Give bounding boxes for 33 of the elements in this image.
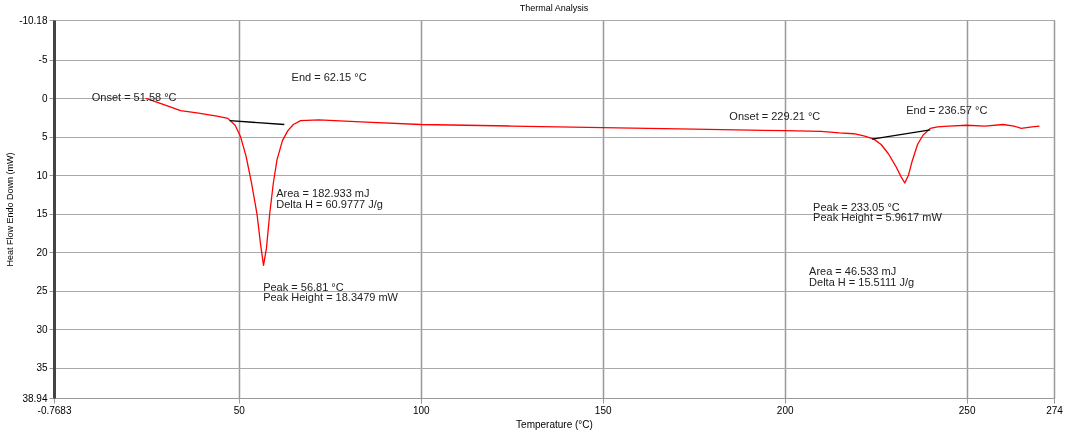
- annotation: Onset = 51.58 °C: [91, 91, 177, 104]
- y-tick-label: 15: [36, 208, 48, 220]
- annotation: Peak Height = 5.9617 mW: [813, 211, 943, 224]
- y-tick-label: 10: [36, 169, 48, 181]
- annotation: Peak = 56.81 °C: [263, 280, 344, 293]
- annotation: Delta H = 60.9777 J/g: [276, 197, 383, 210]
- y-tick-label: 38.94: [22, 392, 48, 404]
- y-tick-label: 25: [36, 285, 48, 297]
- annotation: Area = 182.933 mJ: [276, 186, 370, 199]
- x-axis-title: Temperature (°C): [516, 418, 593, 430]
- y-tick-label: 30: [36, 323, 48, 335]
- y-tick-label: -5: [38, 54, 48, 66]
- annotation: Peak Height = 18.3479 mW: [263, 291, 399, 304]
- x-tick-label: 200: [776, 404, 794, 416]
- y-tick-label: -10.18: [19, 14, 48, 26]
- x-tick-label: 100: [412, 404, 431, 416]
- x-tick-label: -0.7683: [37, 404, 72, 416]
- annotation: Peak = 233.05 °C: [813, 200, 900, 213]
- x-tick-label: 274: [1046, 404, 1064, 416]
- annotation: End = 62.15 °C: [291, 71, 367, 84]
- annotation: Area = 46.533 mJ: [809, 265, 897, 278]
- y-tick-label: 5: [41, 131, 48, 143]
- annotation: Delta H = 15.5111 J/g: [809, 276, 915, 289]
- x-tick-label: 150: [594, 404, 612, 416]
- y-tick-label: 20: [36, 246, 48, 258]
- annotation: End = 236.57 °C: [906, 103, 988, 116]
- chart-title: Thermal Analysis: [519, 3, 589, 13]
- x-tick-label: 50: [233, 404, 246, 416]
- y-tick-label: 0: [41, 92, 48, 104]
- y-axis-title: Heat Flow Endo Down (mW): [5, 152, 16, 267]
- y-tick-label: 35: [36, 362, 48, 374]
- x-tick-label: 250: [958, 404, 976, 416]
- annotation: Onset = 229.21 °C: [729, 109, 821, 122]
